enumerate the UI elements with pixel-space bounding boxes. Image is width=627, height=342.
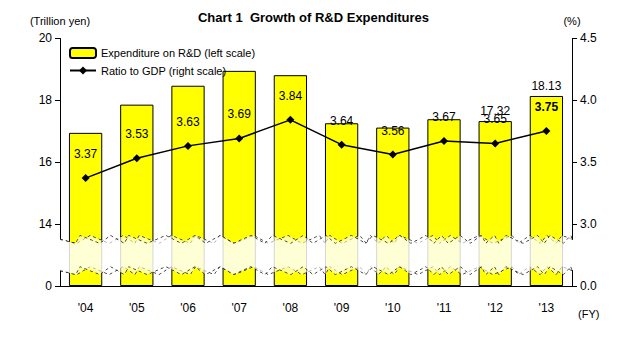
svg-text:'06: '06 — [180, 301, 196, 315]
svg-text:4.0: 4.0 — [580, 93, 597, 107]
svg-text:Expenditure on R&D (left scale: Expenditure on R&D (left scale) — [101, 47, 255, 59]
svg-text:(Trillion yen): (Trillion yen) — [30, 15, 90, 27]
svg-text:0: 0 — [45, 279, 52, 293]
svg-text:'11: '11 — [437, 301, 452, 315]
svg-text:3.64: 3.64 — [330, 114, 354, 128]
svg-text:3.67: 3.67 — [432, 110, 456, 124]
svg-text:(FY): (FY) — [578, 308, 599, 320]
svg-text:3.5: 3.5 — [580, 155, 597, 169]
svg-text:Chart 1 Growth of R&D Expendi: Chart 1 Growth of R&D Expenditures — [198, 10, 429, 25]
svg-text:(%): (%) — [563, 15, 580, 27]
svg-text:3.65: 3.65 — [484, 112, 508, 126]
svg-text:'13: '13 — [539, 301, 555, 315]
svg-text:3.75: 3.75 — [535, 100, 559, 114]
svg-text:16: 16 — [39, 155, 53, 169]
svg-text:'12: '12 — [487, 301, 503, 315]
svg-text:3.84: 3.84 — [279, 89, 303, 103]
svg-text:18: 18 — [39, 93, 53, 107]
svg-text:'04: '04 — [78, 301, 94, 315]
svg-text:'09: '09 — [334, 301, 350, 315]
svg-text:Ratio to GDP (right scale): Ratio to GDP (right scale) — [101, 65, 226, 77]
svg-text:'10: '10 — [385, 301, 401, 315]
svg-text:3.53: 3.53 — [125, 127, 149, 141]
svg-text:18.13: 18.13 — [531, 79, 561, 93]
svg-text:3.0: 3.0 — [580, 217, 597, 231]
svg-text:3.63: 3.63 — [176, 115, 200, 129]
svg-text:14: 14 — [39, 217, 53, 231]
svg-text:'05: '05 — [129, 301, 145, 315]
svg-text:'07: '07 — [231, 301, 247, 315]
svg-text:17.32: 17.32 — [480, 104, 511, 119]
svg-text:20: 20 — [39, 31, 53, 45]
svg-text:3.56: 3.56 — [381, 124, 405, 138]
svg-text:0.0: 0.0 — [580, 279, 597, 293]
svg-text:'08: '08 — [283, 301, 299, 315]
svg-text:3.69: 3.69 — [228, 107, 252, 121]
svg-text:3.37: 3.37 — [74, 147, 98, 161]
svg-text:4.5: 4.5 — [580, 31, 597, 45]
